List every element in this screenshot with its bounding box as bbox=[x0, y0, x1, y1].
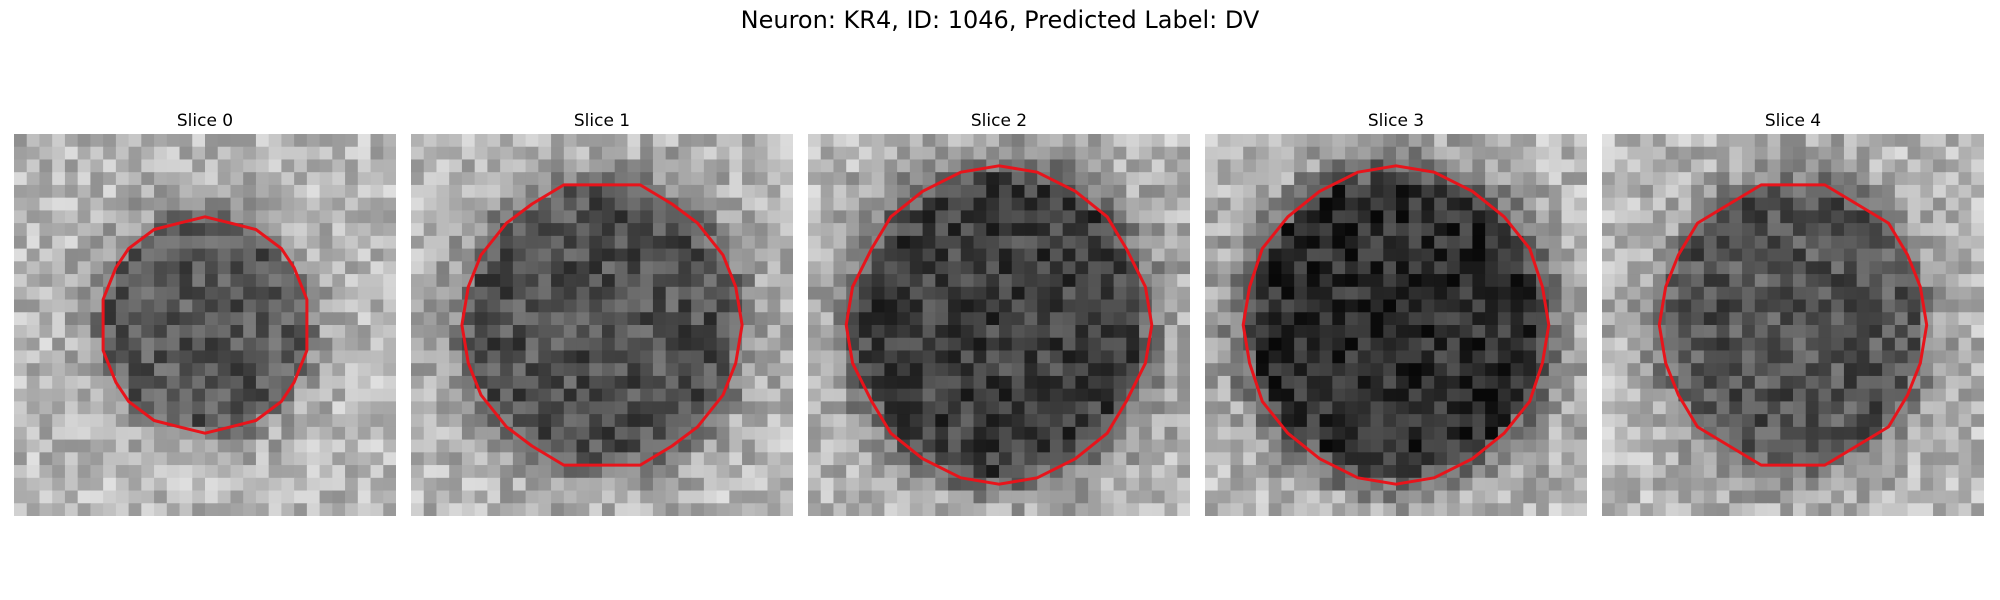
roi-outline bbox=[1241, 164, 1551, 486]
slice-title: Slice 1 bbox=[573, 111, 631, 131]
slice-title: Slice 3 bbox=[1367, 111, 1425, 131]
slice-image bbox=[14, 134, 396, 516]
slice-image bbox=[808, 134, 1190, 516]
slice-panel-3: Slice 3 bbox=[1205, 108, 1587, 516]
roi-outline bbox=[1657, 183, 1929, 467]
roi-outline bbox=[844, 164, 1154, 486]
slice-panel-2: Slice 2 bbox=[808, 108, 1190, 516]
slice-panel-4: Slice 4 bbox=[1602, 108, 1984, 516]
slice-panel-0: Slice 0 bbox=[14, 108, 396, 516]
slice-title: Slice 2 bbox=[970, 111, 1028, 131]
slice-title: Slice 0 bbox=[176, 111, 234, 131]
slice-title: Slice 4 bbox=[1764, 111, 1822, 131]
slice-panel-1: Slice 1 bbox=[411, 108, 793, 516]
slice-image bbox=[1205, 134, 1587, 516]
slice-image bbox=[411, 134, 793, 516]
slice-image bbox=[1602, 134, 1984, 516]
figure-title: Neuron: KR4, ID: 1046, Predicted Label: … bbox=[740, 6, 1260, 34]
roi-outline bbox=[460, 183, 744, 467]
roi-outline bbox=[101, 215, 309, 435]
